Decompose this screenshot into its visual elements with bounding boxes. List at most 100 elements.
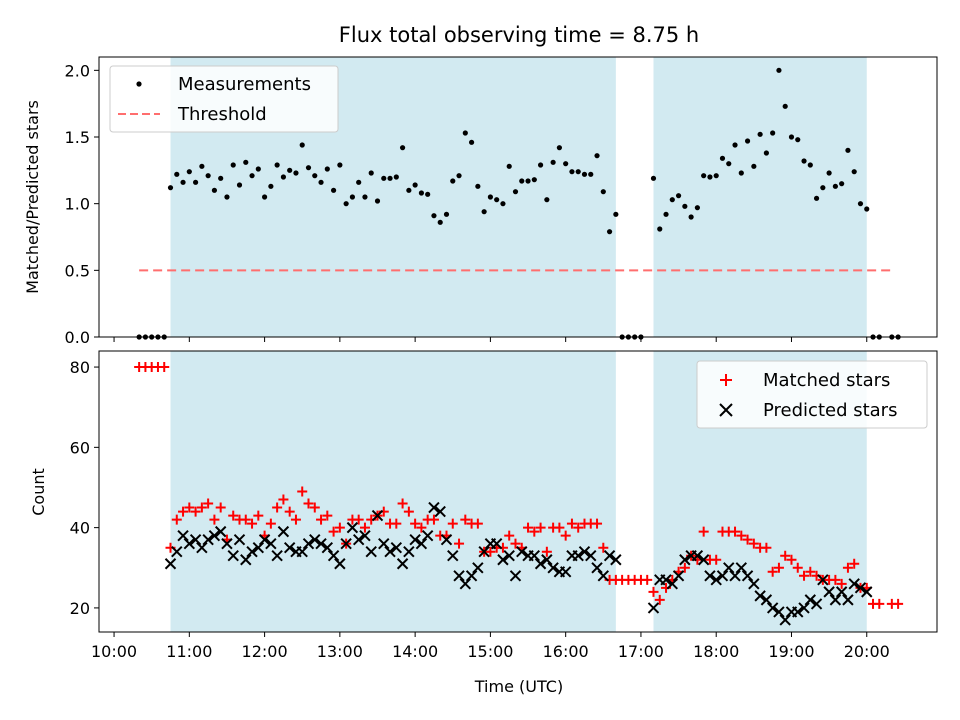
- matched-star-point: [711, 554, 722, 565]
- count-legend: Matched stars Predicted stars: [696, 360, 928, 429]
- measurement-point: [857, 201, 864, 207]
- measurement-point: [544, 197, 550, 203]
- measurement-point: [832, 183, 838, 189]
- predicted-star-point: [842, 594, 854, 606]
- predicted-star-point: [666, 578, 679, 590]
- measurement-point: [776, 67, 782, 73]
- measurement-point: [494, 197, 500, 203]
- predicted-star-point: [321, 541, 334, 554]
- predicted-star-point: [421, 529, 434, 542]
- measurement-point: [600, 189, 606, 195]
- ratio-shaded-interval-2: [653, 57, 867, 337]
- predicted-star-point: [315, 537, 327, 550]
- predicted-star-point: [403, 546, 415, 558]
- count-ylabel: Count: [29, 468, 48, 516]
- count-xtick-label: 18:00: [693, 642, 739, 661]
- measurement-point: [274, 162, 280, 168]
- predicted-star-point: [547, 562, 559, 574]
- count-panel-frame: [98, 350, 938, 633]
- predicted-star-point: [183, 537, 196, 550]
- measurement-point: [280, 174, 287, 180]
- count-xtick-label: 17:00: [618, 642, 664, 661]
- measurement-point: [437, 219, 443, 225]
- predicted-star-point: [240, 554, 252, 566]
- predicted-star-point: [610, 554, 622, 566]
- measurement-point: [387, 175, 393, 181]
- matched-star-point: [679, 562, 690, 573]
- matched-star-point: [874, 598, 885, 609]
- matched-star-point: [654, 594, 665, 605]
- predicted-star-point: [447, 550, 459, 562]
- predicted-star-point: [171, 546, 183, 558]
- measurement-point: [688, 214, 694, 220]
- matched-star-point: [786, 554, 797, 565]
- predicted-star-point: [415, 537, 428, 550]
- matched-star-point: [460, 514, 471, 525]
- matched-star-point: [159, 362, 170, 373]
- predicted-star-point: [672, 570, 685, 582]
- ratio-ytick-label: 1.0: [65, 195, 90, 214]
- measurement-point: [431, 213, 437, 219]
- predicted-star-point: [704, 570, 716, 582]
- predicted-star-point: [371, 509, 384, 522]
- predicted-star-point: [346, 521, 359, 534]
- legend-matched-marker: [720, 374, 732, 386]
- ratio-legend: Measurements Threshold: [109, 65, 339, 133]
- matched-star-point: [247, 518, 258, 529]
- predicted-star-point: [861, 586, 873, 598]
- matched-star-point: [598, 542, 609, 553]
- measurement-point: [293, 170, 299, 176]
- measurement-point: [330, 187, 337, 193]
- matched-star-point: [322, 510, 333, 521]
- predicted-star-point: [302, 537, 315, 550]
- predicted-star-point: [503, 550, 515, 562]
- predicted-star-point: [334, 558, 346, 570]
- measurement-point: [588, 171, 594, 177]
- matched-star-point: [592, 518, 603, 529]
- legend-matched-label: Matched stars: [763, 370, 890, 391]
- measurement-point: [249, 173, 255, 179]
- measurement-point: [468, 139, 475, 145]
- measurement-point: [236, 182, 243, 188]
- measurement-point: [224, 194, 230, 200]
- predicted-star-point: [723, 562, 735, 574]
- measurement-point: [839, 181, 845, 187]
- measurement-point: [512, 189, 519, 195]
- legend-measurements-marker: [136, 81, 142, 87]
- measurement-point: [230, 162, 236, 168]
- matched-star-point: [736, 530, 747, 541]
- predicted-star-point: [760, 594, 773, 606]
- ratio-ylabel: Matched/Predicted stars: [23, 100, 42, 294]
- measurement-point: [650, 175, 657, 181]
- predicted-star-point: [453, 570, 465, 582]
- measurement-point: [186, 169, 192, 175]
- predicted-star-point: [340, 537, 352, 550]
- measurement-point: [218, 175, 224, 181]
- measurement-point: [174, 171, 180, 177]
- measurement-point: [481, 209, 487, 215]
- measurement-point: [343, 201, 349, 207]
- predicted-star-point: [490, 537, 503, 550]
- ratio-ytick-label: 1.5: [65, 128, 90, 147]
- measurement-point: [713, 173, 719, 179]
- count-xtick-label: 10:00: [91, 642, 137, 661]
- ratio-ytick-label: 2.0: [65, 61, 90, 80]
- predicted-star-point: [804, 594, 817, 606]
- measurement-point: [738, 170, 744, 176]
- predicted-star-point: [214, 525, 227, 538]
- measurement-point: [782, 103, 788, 109]
- measurement-point: [663, 211, 669, 217]
- matched-star-point: [215, 502, 226, 513]
- predicted-star-point: [829, 594, 842, 606]
- chart-title: Flux total observing time = 8.75 h: [339, 23, 699, 47]
- count-xtick-label: 19:00: [768, 642, 814, 661]
- measurement-point: [337, 162, 343, 168]
- predicted-star-point: [817, 574, 829, 586]
- matched-star-point: [203, 498, 214, 509]
- predicted-star-point: [779, 614, 791, 626]
- ratio-panel: 0.00.51.01.52.0 Matched/Predicted stars …: [23, 56, 938, 347]
- predicted-star-point: [578, 546, 591, 558]
- matched-star-point: [303, 498, 314, 509]
- measurement-point: [826, 170, 832, 176]
